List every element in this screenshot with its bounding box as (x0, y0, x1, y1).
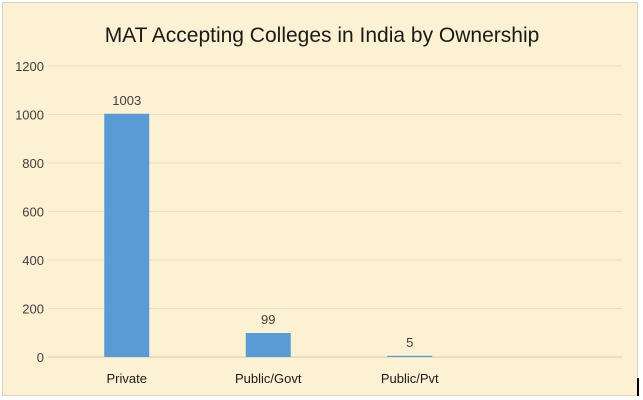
y-tick-label: 0 (37, 350, 44, 365)
y-tick-label: 800 (22, 156, 44, 171)
bar-public-govt (245, 332, 291, 357)
data-label: 1003 (112, 93, 141, 108)
y-tick-label: 1000 (15, 108, 44, 123)
y-tick-label: 400 (22, 253, 44, 268)
data-label: 5 (406, 335, 413, 350)
x-tick-label: Private (107, 371, 147, 386)
text-cursor (637, 378, 639, 396)
bar-public-pvt (387, 355, 433, 357)
y-tick-label: 200 (22, 302, 44, 317)
data-label: 99 (261, 312, 275, 327)
x-tick-label: Public/Govt (235, 371, 302, 386)
y-tick-label: 600 (22, 205, 44, 220)
y-tick-label: 1200 (15, 59, 44, 74)
bar-private (104, 113, 150, 358)
chart-title: MAT Accepting Colleges in India by Owner… (105, 24, 540, 47)
x-tick-label: Public/Pvt (381, 371, 439, 386)
